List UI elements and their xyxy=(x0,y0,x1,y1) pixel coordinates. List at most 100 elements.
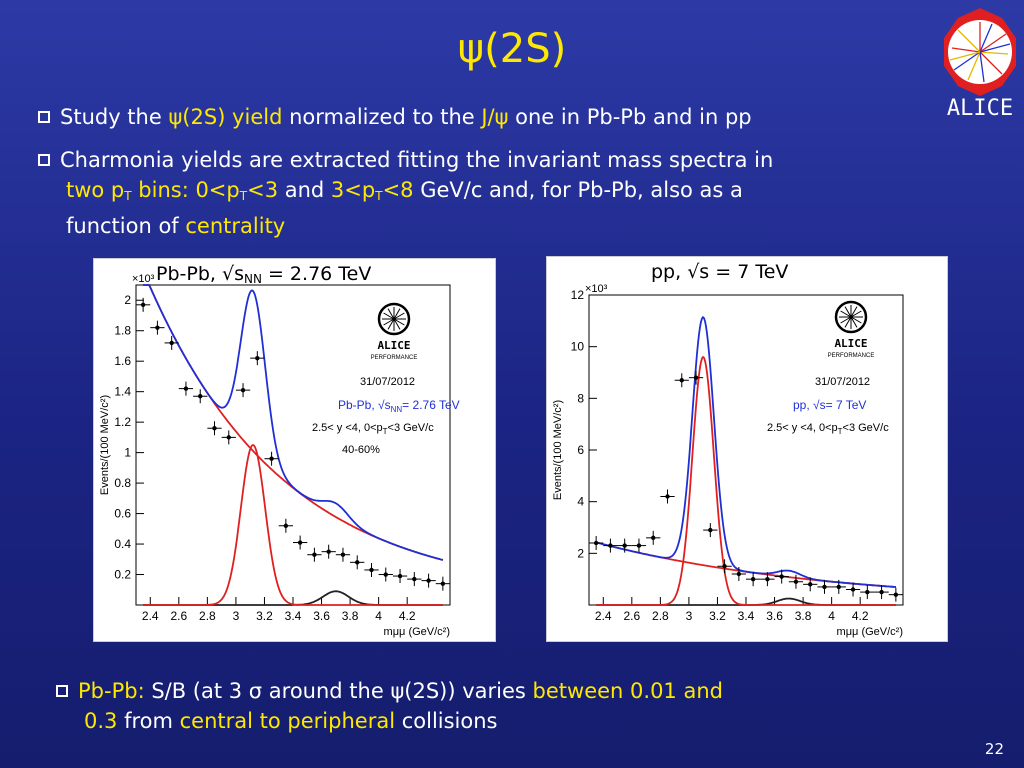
alice-performance-icon-ray xyxy=(850,316,858,328)
data-point xyxy=(440,581,446,586)
x-tick-label: 2.6 xyxy=(623,609,640,623)
y-tick-label: 6 xyxy=(577,443,584,457)
bullet-1-highlight-a: ψ(2S) yield xyxy=(168,105,283,129)
scale-label: ×10³ xyxy=(132,273,155,285)
annotation-system-sub: NN xyxy=(391,405,403,414)
data-point xyxy=(412,576,417,582)
bullet-3-hl-d: central to peripheral xyxy=(179,709,396,733)
data-point xyxy=(426,578,431,583)
x-tick-label: 3.8 xyxy=(342,609,359,623)
data-point xyxy=(879,589,884,595)
alice-performance-icon-ray xyxy=(393,308,401,320)
x-tick-label: 2.4 xyxy=(142,609,159,623)
bullet-2-sub-c: T xyxy=(375,189,383,203)
data-point xyxy=(636,543,642,548)
plot-pbpb-canvas: 2.4 2.6 2.8 3 3.2 3.4 3.6 3.8 4 4.2 0.2 0.4 0.6 0.8 1 1… xyxy=(99,273,460,638)
annotation-system-tail: = 2.76 TeV xyxy=(402,398,460,412)
x-tick-label: 2.8 xyxy=(199,609,216,623)
page-number: 22 xyxy=(984,740,1004,758)
plot-pbpb-title-sub: NN xyxy=(243,272,262,286)
bullet-1-highlight-b: J/ψ xyxy=(481,105,509,129)
y-tick-label: 4 xyxy=(577,495,584,509)
data-point xyxy=(155,325,160,330)
data-point xyxy=(397,573,403,579)
data-point xyxy=(326,549,331,554)
alice-performance-icon-ray xyxy=(393,318,401,330)
x-tick-label: 3.6 xyxy=(766,609,783,623)
x-tick-label: 3.8 xyxy=(795,609,812,623)
alice-performance-sub: PERFORMANCE xyxy=(828,353,875,359)
plot-pp: 2.4 2.6 2.8 3 3.2 3.4 3.6 3.8 4 4.2 2 4 6 8 10 12 ×10³ Ev… xyxy=(546,256,948,642)
annotation-cuts-tail: <3 GeV/c xyxy=(843,422,890,434)
y-tick-label: 0.8 xyxy=(114,476,131,490)
bullet-3-text-b: from xyxy=(117,709,180,733)
bullet-2-text-c: GeV/c and, for Pb-Pb, also as a xyxy=(413,178,743,202)
bullet-2-hl-f: centrality xyxy=(185,214,286,238)
annotation-system: Pb-Pb, √sNN= 2.76 TeV xyxy=(338,398,460,414)
bullet-3-text-a: S/B (at 3 σ around the ψ(2S)) varies xyxy=(144,679,533,703)
alice-performance-sub: PERFORMANCE xyxy=(371,355,418,361)
data-point xyxy=(808,582,813,587)
y-tick-label: 2 xyxy=(124,293,131,307)
scale-label: ×10³ xyxy=(585,283,608,295)
data-point xyxy=(383,572,388,577)
data-point xyxy=(297,540,303,545)
data-point xyxy=(822,584,827,590)
annotation-centrality: 40-60% xyxy=(342,444,380,456)
data-point xyxy=(169,340,174,346)
plot-pbpb-title: Pb-Pb, √sNN = 2.76 TeV xyxy=(156,263,371,286)
bullet-1-text-a: Study the xyxy=(60,105,169,129)
data-point xyxy=(722,564,727,569)
data-point xyxy=(312,552,317,557)
alice-performance-icon-ray xyxy=(387,308,395,320)
bullet-2-line-2: two pT bins: 0<pT<3 and 3<pT<8 GeV/c and… xyxy=(38,175,773,211)
plot-pbpb-title-tail: = 2.76 TeV xyxy=(261,263,372,285)
data-point xyxy=(212,426,217,431)
y-tick-label: 0.4 xyxy=(114,537,131,551)
data-point xyxy=(665,494,670,499)
y-tick-label: 2 xyxy=(577,546,584,560)
data-point xyxy=(850,587,856,592)
y-tick-label: 12 xyxy=(571,288,585,302)
data-point xyxy=(198,394,203,399)
data-point xyxy=(708,527,713,533)
plot-pbpb: 2.4 2.6 2.8 3 3.2 3.4 3.6 3.8 4 4.2 0.2 0.4 0.6 0.8 1 1… xyxy=(93,258,496,642)
x-tick-label: 3 xyxy=(686,609,693,623)
x-tick-label: 4.2 xyxy=(852,609,869,623)
data-point xyxy=(622,543,627,548)
data-point xyxy=(679,378,684,383)
x-tick-label: 3.4 xyxy=(285,609,302,623)
data-point xyxy=(836,584,841,590)
data-point xyxy=(608,543,613,548)
y-tick-label: 0.6 xyxy=(114,507,131,521)
curve-total-fit xyxy=(143,284,444,561)
x-tick-label: 3 xyxy=(233,609,240,623)
plot-pp-canvas: 2.4 2.6 2.8 3 3.2 3.4 3.6 3.8 4 4.2 2 4 6 8 10 12 ×10³ Ev… xyxy=(552,283,904,638)
x-axis-title: mμμ (GeV/c²) xyxy=(384,626,450,638)
bullet-1-text-c: one in Pb-Pb and in pp xyxy=(508,105,752,129)
bullet-box-icon xyxy=(38,154,50,166)
data-point xyxy=(240,387,246,393)
bullet-box-icon xyxy=(56,685,68,697)
y-tick-label: 1.6 xyxy=(114,354,131,368)
bullet-2: Charmonia yields are extracted fitting t… xyxy=(38,145,773,241)
x-tick-label: 4 xyxy=(828,609,835,623)
annotation-system: pp, √s= 7 TeV xyxy=(793,398,866,412)
y-tick-label: 0.2 xyxy=(114,568,131,582)
alice-performance-icon-ray xyxy=(387,318,395,330)
data-point xyxy=(269,456,274,461)
data-point xyxy=(651,535,656,541)
x-tick-label: 3.4 xyxy=(738,609,755,623)
curve-signal xyxy=(143,443,443,606)
bullet-2-sub-b: T xyxy=(239,189,248,203)
slide-title: ψ(2S) xyxy=(457,26,567,72)
bullet-1: Study the ψ(2S) yield normalized to the … xyxy=(38,102,752,132)
x-axis-title: mμμ (GeV/c²) xyxy=(837,626,903,638)
annotation-cuts-sub: T xyxy=(383,427,388,436)
alice-logo-icon: ALICE xyxy=(944,8,1016,121)
data-point xyxy=(793,579,799,584)
x-tick-label: 4 xyxy=(375,609,382,623)
bullet-2-hl-a: two p xyxy=(66,178,125,202)
bullet-2-line-3: function of centrality xyxy=(38,211,773,241)
bullet-3: Pb-Pb: S/B (at 3 σ around the ψ(2S)) var… xyxy=(56,676,723,736)
